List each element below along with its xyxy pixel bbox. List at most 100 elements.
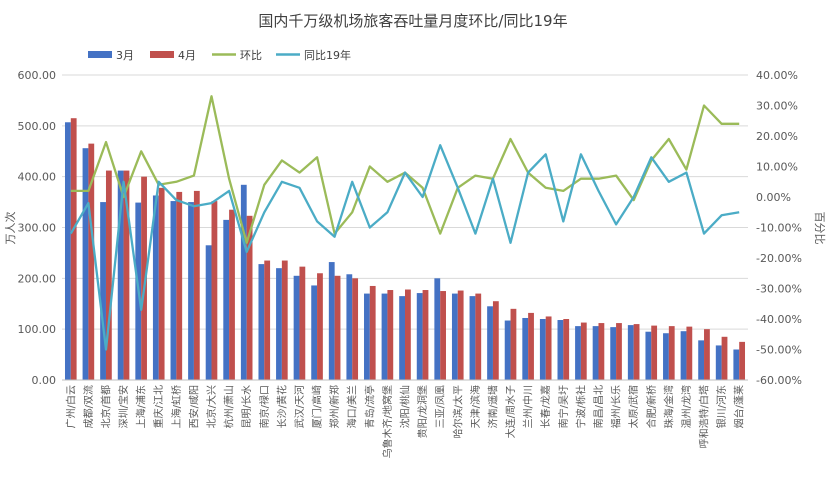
bar	[698, 340, 705, 380]
y-tick-label-left: 400.00	[18, 171, 57, 184]
bar	[317, 273, 323, 380]
legend: 3月 4月 环比 同比19年	[88, 48, 351, 62]
bar	[364, 293, 370, 380]
bar	[422, 290, 429, 380]
x-tick-label: 武汉/天河	[293, 385, 306, 428]
x-tick-label: 太原/武宿	[627, 385, 640, 428]
y-tick-label-left: 600.00	[18, 69, 57, 82]
x-tick-label: 呼和浩特/白塔	[698, 385, 711, 448]
x-tick-label: 银川/河东	[715, 385, 728, 428]
bar	[451, 293, 458, 380]
x-tick-label: 天津/滨海	[469, 385, 482, 428]
y-axis-right-label: 百分比	[813, 212, 826, 245]
bar	[680, 331, 687, 380]
x-tick-label: 长春/龙嘉	[539, 385, 552, 428]
x-tick-label: 温州/龙湾	[680, 385, 693, 428]
y-tick-label-right: -30.00%	[756, 283, 802, 296]
x-tick-label: 三亚/凤凰	[435, 385, 447, 428]
legend-item: 环比	[212, 49, 262, 62]
bar	[457, 290, 464, 380]
bar	[117, 170, 124, 380]
bar	[539, 319, 546, 380]
bar	[240, 184, 247, 380]
axes: 0.00 100.00 200.00 300.00 400.00 500.00 600.00…	[18, 69, 802, 458]
bar	[739, 341, 746, 380]
bar	[211, 201, 218, 380]
y-tick-label-right: -50.00%	[756, 344, 802, 357]
bar	[487, 306, 493, 380]
bar	[663, 333, 669, 380]
bar	[264, 260, 271, 380]
x-tick-label: 济南/遥墙	[486, 385, 499, 428]
x-tick-label: 南宁/吴圩	[557, 385, 570, 428]
x-tick-label: 西安/咸阳	[187, 385, 200, 428]
bar	[504, 320, 511, 380]
bar-series	[64, 122, 740, 381]
bar	[580, 322, 587, 380]
bar	[246, 215, 253, 380]
bar	[229, 209, 235, 380]
y-tick-label-left: 0.00	[32, 374, 57, 387]
bar	[645, 331, 652, 380]
bar	[510, 308, 517, 380]
bar	[704, 329, 710, 380]
bar	[123, 170, 130, 380]
legend-item: 3月	[88, 49, 134, 62]
bar	[668, 326, 675, 380]
y-tick-label-left: 500.00	[18, 120, 57, 133]
y-tick-label-right: -20.00%	[756, 252, 802, 265]
line-series	[69, 144, 740, 351]
line-series-group	[69, 95, 740, 351]
bar	[281, 260, 288, 380]
bar	[70, 118, 77, 380]
y-tick-label-right: -60.00%	[756, 374, 802, 387]
x-tick-label: 兰州/中川	[522, 385, 535, 428]
bar	[469, 296, 476, 380]
y-tick-label-right: 40.00%	[756, 69, 798, 82]
bar	[82, 148, 89, 380]
bar	[475, 293, 482, 380]
x-tick-label: 上海/虹桥	[170, 385, 183, 428]
x-tick-label: 福州/长乐	[610, 385, 623, 428]
bar	[334, 275, 341, 380]
x-tick-label: 南昌/昌北	[592, 385, 605, 428]
x-tick-label: 厦门/高崎	[311, 385, 324, 428]
bar	[616, 323, 622, 380]
y-tick-label-right: 30.00%	[756, 100, 798, 113]
bar	[170, 201, 177, 380]
bar	[686, 326, 693, 380]
x-tick-label: 成都/双流	[82, 385, 95, 428]
x-tick-label: 珠海/金湾	[662, 385, 675, 428]
x-tick-label: 重庆/江北	[152, 385, 165, 428]
x-tick-label: 贵阳/龙洞堡	[416, 385, 429, 438]
legend-label: 4月	[178, 49, 196, 62]
bar	[492, 301, 499, 380]
x-tick-label: 烟台/蓬莱	[733, 385, 746, 428]
bar	[328, 262, 335, 380]
bar	[105, 170, 112, 380]
bar	[610, 327, 617, 380]
bar	[557, 320, 564, 380]
bar	[176, 191, 183, 380]
bar	[715, 345, 722, 380]
bar	[299, 266, 306, 380]
x-tick-label: 长沙/黄花	[275, 385, 288, 428]
x-tick-label: 青岛/流亭	[363, 385, 376, 428]
x-tick-label: 昆明/长水	[241, 385, 253, 428]
bar	[563, 319, 570, 380]
x-tick-label: 北京/首都	[99, 385, 112, 428]
bar	[100, 202, 106, 380]
bar	[440, 291, 446, 380]
x-tick-label: 宁波/栎社	[574, 385, 587, 428]
bar	[733, 349, 740, 380]
x-tick-label: 杭州/萧山	[223, 385, 236, 428]
bar	[188, 202, 194, 380]
y-tick-label-right: 10.00%	[756, 161, 798, 174]
bar	[434, 278, 441, 380]
x-tick-label: 上海/浦东	[135, 385, 148, 428]
x-tick-label: 北京/大兴	[205, 385, 218, 428]
bar	[598, 323, 605, 380]
x-tick-label: 深圳/宝安	[117, 385, 130, 428]
bar	[627, 325, 634, 380]
